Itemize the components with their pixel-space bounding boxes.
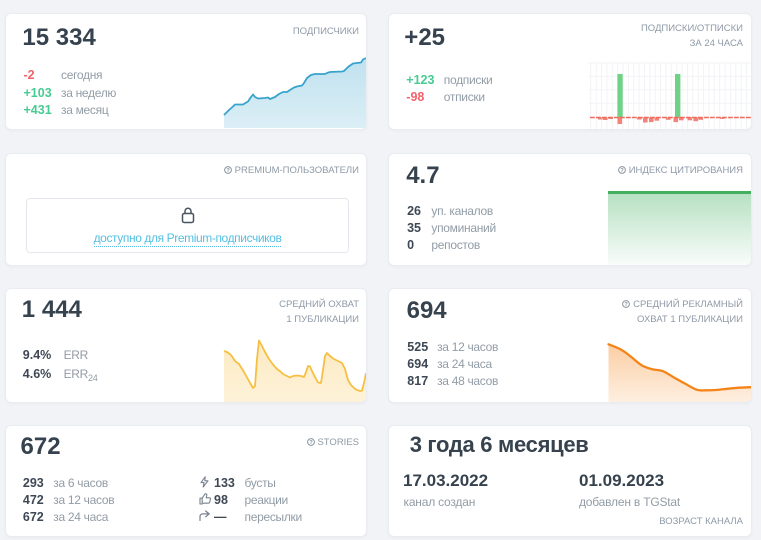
svg-text:?: ? (620, 168, 624, 174)
svg-text:?: ? (625, 302, 629, 308)
svg-text:?: ? (309, 440, 313, 446)
svg-text:?: ? (226, 168, 230, 174)
